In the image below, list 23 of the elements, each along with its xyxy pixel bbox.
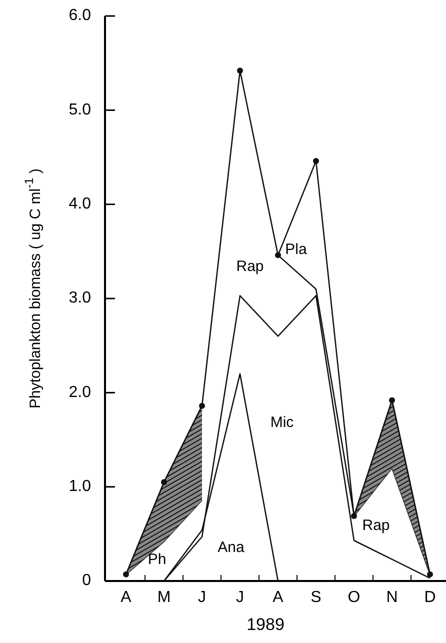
annotation: Rap (362, 516, 390, 534)
y-tick-label: 4.0 (68, 196, 92, 213)
x-tick-label: N (386, 589, 398, 606)
x-axis-title: 1989 (246, 615, 284, 634)
annotation: Ana (218, 538, 245, 556)
y-tick-label: 2.0 (68, 384, 92, 401)
y-tick-label: 6.0 (68, 7, 92, 24)
annotation: Rap (236, 258, 264, 275)
annotation: Pla (285, 240, 308, 258)
x-tick-label: J (198, 589, 206, 606)
x-tick-label: J (236, 589, 244, 606)
x-tick-label: A (272, 589, 284, 606)
x-tick-label: A (120, 589, 132, 606)
y-tick-label: 5.0 (68, 101, 92, 118)
y-tick-label: 1.0 (68, 478, 92, 496)
annotation: Mic (270, 414, 294, 431)
x-tick-label: M (157, 589, 171, 606)
y-tick-label: 3.0 (68, 290, 92, 307)
x-tick-label: D (424, 589, 436, 606)
y-tick-label: 0 (82, 572, 92, 590)
annotation: Ph (148, 550, 166, 568)
x-tick-label: O (348, 589, 360, 606)
x-tick-label: S (310, 589, 322, 606)
